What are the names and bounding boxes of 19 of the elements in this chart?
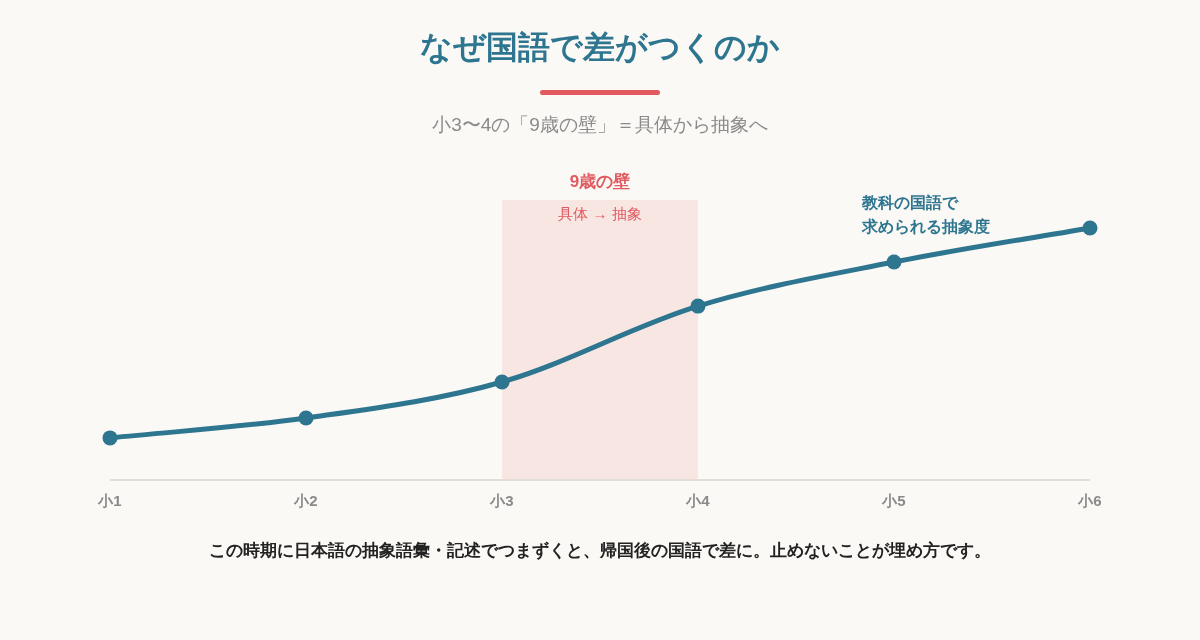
- point: [886, 254, 902, 270]
- x-tick-label: 小4: [685, 492, 711, 509]
- x-tick-label: 小1: [97, 492, 122, 509]
- point: [1082, 220, 1098, 236]
- band-label: 9歳の壁: [569, 172, 631, 191]
- point: [494, 374, 510, 390]
- chart-subtitle: 小3〜4の「9歳の壁」＝具体から抽象へ: [432, 114, 768, 135]
- text: この時期に日本語の抽象語彙・記述でつまずくと、帰国後の国語で差に。止めないことが埋め方です。: [209, 541, 991, 560]
- point: [690, 298, 706, 314]
- x-tick-label: 小5: [881, 492, 906, 509]
- point: [298, 410, 314, 426]
- text: 具体 → 抽象: [558, 205, 642, 222]
- x-tick-label: 小2: [293, 492, 318, 509]
- point: [102, 430, 118, 446]
- chart-title: なぜ国語で差がつくのか: [420, 29, 780, 65]
- x-tick-label: 小3: [489, 492, 514, 509]
- x-tick-label: 小6: [1077, 492, 1102, 509]
- text: 教科の国語で: [861, 194, 959, 211]
- annotation: 求められる抽象度: [861, 217, 990, 235]
